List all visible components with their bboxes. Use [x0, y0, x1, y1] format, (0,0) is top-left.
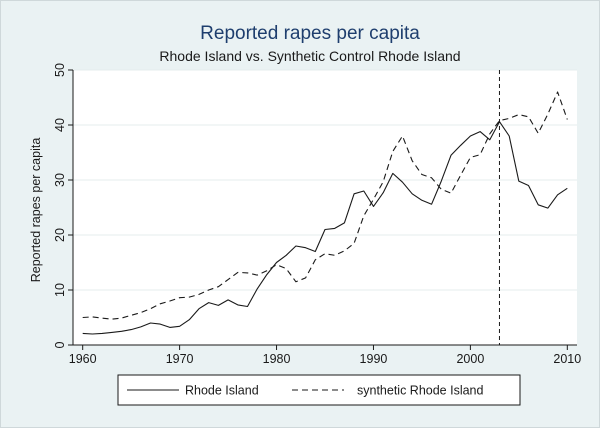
plot-area: [73, 70, 577, 345]
plot-background: [73, 70, 577, 345]
x-tick-label-1980: 1980: [263, 352, 291, 366]
x-tick-label-2010: 2010: [553, 352, 581, 366]
chart-title: Reported rapes per capita: [200, 23, 420, 44]
legend-entry-rhode-island-label: Rhode Island: [185, 384, 259, 398]
x-tick-label-1960: 1960: [69, 352, 97, 366]
legend-entry-synthetic-rhode-island-label: synthetic Rhode Island: [357, 384, 484, 398]
legend: Rhode Island synthetic Rhode Island: [117, 374, 521, 406]
tick-labels: 0 10 20 30 40 50 1960 1970 1980 1990 2000 2010: [53, 63, 581, 366]
x-tick-label-1990: 1990: [360, 352, 388, 366]
y-axis-label: Reported rapes per capita: [29, 138, 43, 283]
y-tick-label-30: 30: [53, 173, 67, 187]
chart-subtitle: Rhode Island vs. Synthetic Control Rhode…: [159, 48, 460, 64]
x-tick-label-1970: 1970: [166, 352, 194, 366]
y-tick-label-20: 20: [53, 228, 67, 242]
series-lines: [82, 70, 568, 345]
legend-box: [117, 374, 521, 406]
y-tick-label-10: 10: [53, 283, 67, 297]
y-tick-label-50: 50: [53, 63, 67, 77]
series-line-rhode-island: [82, 121, 568, 335]
y-tick-label-40: 40: [53, 118, 67, 132]
x-tick-label-2000: 2000: [456, 352, 484, 366]
y-tick-label-0: 0: [53, 341, 67, 348]
series-line-synthetic-rhode-island: [82, 91, 568, 320]
axes: [72, 70, 577, 346]
